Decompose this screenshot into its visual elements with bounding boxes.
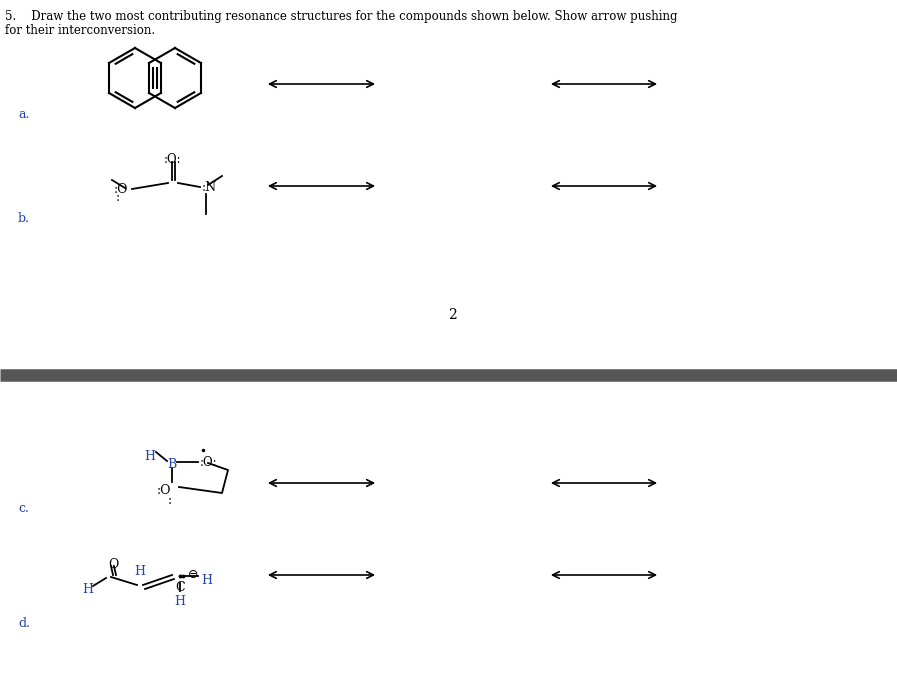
Text: d.: d. [18, 617, 30, 630]
Text: for their interconversion.: for their interconversion. [5, 24, 155, 37]
Text: :: : [116, 191, 120, 204]
Text: :: : [168, 494, 172, 507]
Text: H: H [135, 565, 145, 578]
Text: a.: a. [18, 108, 30, 121]
Text: H: H [144, 450, 155, 463]
Text: C: C [175, 581, 185, 594]
Text: H: H [175, 595, 186, 608]
Text: c.: c. [18, 502, 29, 515]
Text: B: B [168, 458, 177, 471]
Text: :O: :O [114, 183, 128, 196]
Text: $\ominus$: $\ominus$ [187, 568, 198, 581]
Text: H: H [201, 574, 212, 587]
Text: 5.    Draw the two most contributing resonance structures for the compounds show: 5. Draw the two most contributing resona… [5, 10, 677, 23]
Text: :O:: :O: [164, 153, 182, 166]
Text: :O: :O [157, 484, 171, 497]
Text: 2: 2 [448, 308, 457, 322]
Text: :O:: :O: [200, 456, 218, 469]
Text: b.: b. [18, 212, 30, 225]
Text: :N: :N [202, 181, 217, 194]
Text: O: O [108, 558, 118, 571]
Text: H: H [83, 583, 93, 596]
